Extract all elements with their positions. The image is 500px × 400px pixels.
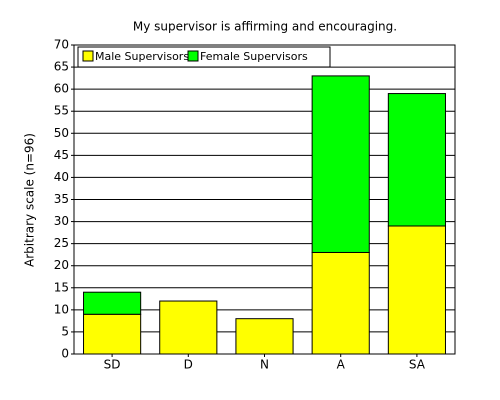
bar-segment <box>235 318 294 355</box>
y-tick-label: 20 <box>54 258 69 272</box>
x-tick-label: SD <box>104 358 121 372</box>
legend-box <box>77 46 331 68</box>
y-tick-label: 15 <box>54 280 69 294</box>
y-tick-label: 45 <box>54 148 69 162</box>
bar-segment <box>311 251 370 355</box>
x-tick-label: N <box>260 358 269 372</box>
chart-title: My supervisor is affirming and encouragi… <box>133 20 397 34</box>
y-tick-label: 5 <box>61 324 69 338</box>
x-tick-label: D <box>184 358 193 372</box>
bar-segment <box>83 313 142 355</box>
y-tick-label: 55 <box>54 104 69 118</box>
legend-label: Female Supervisors <box>200 50 308 63</box>
bar-segment <box>387 93 446 227</box>
legend-label: Male Supervisors <box>95 50 189 63</box>
y-axis-label: Arbitrary scale (n=96) <box>23 133 37 267</box>
bar-segment <box>387 225 446 355</box>
y-tick-label: 0 <box>61 347 69 361</box>
plot-frame <box>73 44 456 355</box>
y-tick-label: 10 <box>54 302 69 316</box>
y-tick-label: 65 <box>54 60 69 74</box>
x-tick-label: A <box>337 358 346 372</box>
y-tick-label: 25 <box>54 236 69 250</box>
y-tick-label: 60 <box>54 82 69 96</box>
y-tick-label: 35 <box>54 192 69 206</box>
bar-segment <box>83 291 142 315</box>
x-tick-label: SA <box>409 358 426 372</box>
bar-segment <box>159 300 218 355</box>
legend-swatch <box>82 50 94 62</box>
y-tick-label: 50 <box>54 126 69 140</box>
y-tick-label: 30 <box>54 214 69 228</box>
bar-segment <box>311 75 370 253</box>
y-tick-label: 40 <box>54 170 69 184</box>
legend-swatch <box>187 50 199 62</box>
y-tick-label: 70 <box>54 38 69 52</box>
